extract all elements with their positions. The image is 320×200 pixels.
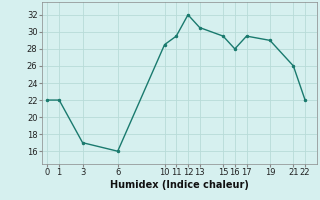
X-axis label: Humidex (Indice chaleur): Humidex (Indice chaleur) — [110, 180, 249, 190]
